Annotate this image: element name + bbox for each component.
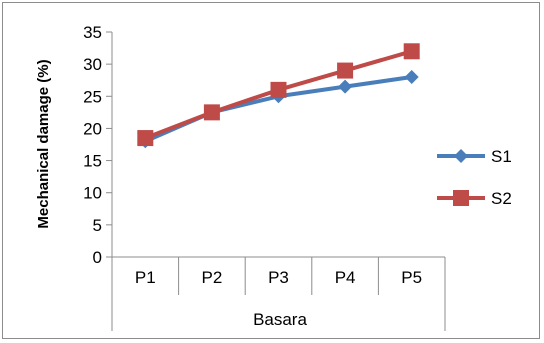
series-1	[138, 70, 419, 149]
y-tick-label: 20	[83, 119, 102, 138]
series-2	[137, 43, 420, 147]
legend-label: S1	[491, 147, 512, 166]
legend-marker	[453, 190, 469, 206]
y-tick-label: 35	[83, 23, 102, 42]
chart-frame	[2, 2, 540, 339]
data-point-marker	[338, 79, 353, 94]
data-point-marker	[270, 81, 287, 98]
series-group	[137, 43, 420, 149]
data-point-marker	[403, 43, 420, 60]
legend: S1 S2	[437, 147, 512, 208]
y-axis-label: Mechanical damage (%)	[35, 59, 52, 228]
y-axis: 0 5 10 15 20 25 30 35	[83, 23, 113, 267]
y-tick-label: 30	[83, 55, 102, 74]
x-tick-label: P4	[335, 268, 356, 287]
y-tick-label: 5	[93, 216, 102, 235]
x-tick-label: P2	[202, 268, 223, 287]
y-tick-label: 0	[93, 248, 102, 267]
data-point-marker	[337, 62, 354, 79]
legend-label: S2	[491, 189, 512, 208]
x-axis-group-label: Basara	[253, 310, 307, 329]
legend-item-1: S1	[437, 147, 512, 166]
x-tick-label: P5	[401, 268, 422, 287]
x-tick-label: P3	[268, 268, 289, 287]
data-point-marker	[137, 130, 154, 147]
y-tick-label: 10	[83, 184, 102, 203]
y-tick-label: 25	[83, 87, 102, 106]
data-point-marker	[203, 104, 220, 121]
legend-marker	[454, 149, 468, 163]
y-tick-label: 15	[83, 152, 102, 171]
data-point-marker	[404, 70, 419, 84]
x-tick-label: P1	[135, 268, 156, 287]
x-axis: P1 P2 P3 P4 P5	[111, 256, 446, 331]
legend-item-2: S2	[437, 189, 512, 208]
